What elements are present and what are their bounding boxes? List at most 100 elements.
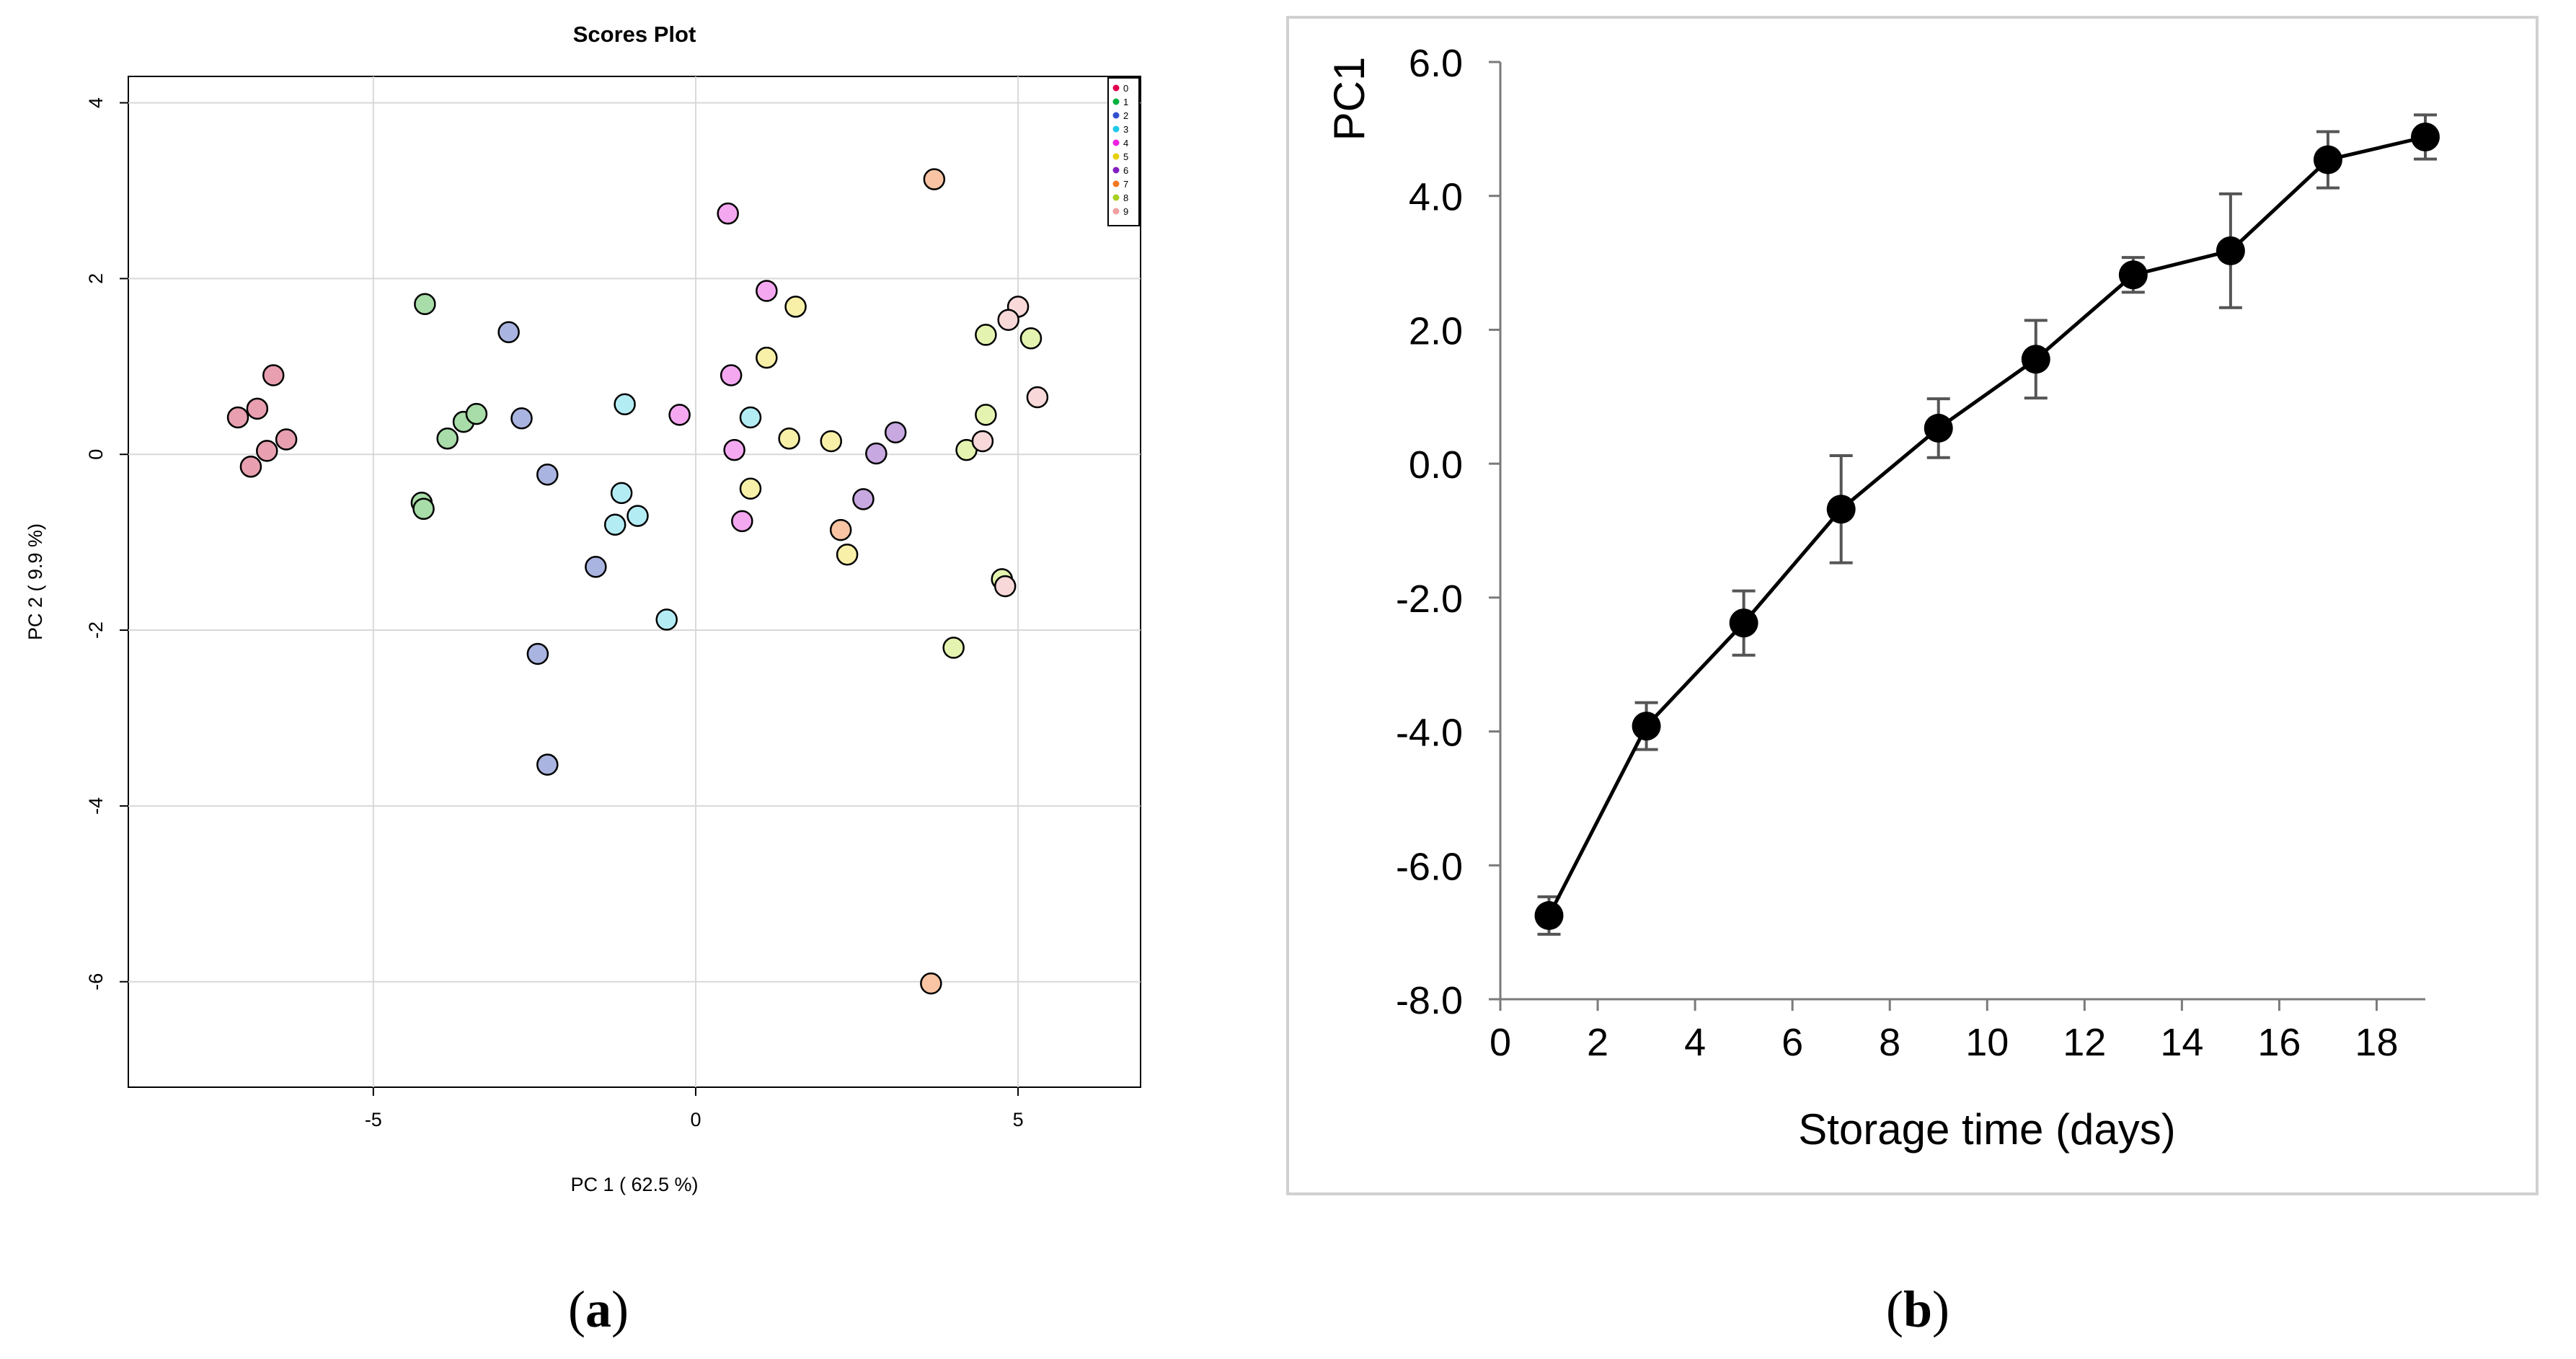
panel-b-data-point	[1534, 900, 1564, 930]
panel-a-point-group-6	[884, 421, 907, 443]
panel-b-y-axis-label: PC1	[1325, 57, 1373, 141]
panel-a-y-tick-label: 2	[85, 273, 107, 284]
panel-a-point-group-6	[865, 442, 888, 465]
panel-b-x-tick-label: 2	[1587, 1021, 1608, 1064]
panel-b-y-tick-label: 0.0	[1409, 443, 1463, 487]
panel-b-y-tick-label: 6.0	[1409, 42, 1463, 85]
panel-b-x-tick-label: 16	[2257, 1021, 2301, 1064]
panel-a-x-axis-label: PC 1 ( 62.5 %)	[570, 1174, 698, 1195]
panel-b-data-point	[2021, 345, 2050, 374]
panel-b-data-point	[1924, 413, 1953, 443]
panel-a-point-group-4	[720, 364, 743, 386]
panel-a-legend-swatch	[1112, 167, 1120, 174]
panel-a-legend-swatch	[1112, 98, 1120, 105]
panel-a-grid	[128, 76, 1141, 1087]
panel-b-y-tick-label: -2.0	[1396, 577, 1463, 621]
panel-a-ticks: -5 0 5 -6 -4 -2 0 2 4	[85, 97, 1024, 1130]
panel-a-scores-plot: -5 0 5 -6 -4 -2 0 2 4 Scores Plot PC 1 ( 62.5 %)…	[25, 22, 1141, 1195]
panel-a-legend-label: 1	[1123, 97, 1128, 107]
panel-b-data-point	[1632, 712, 1661, 741]
panel-a-point-group-9	[997, 309, 1019, 331]
panel-b-x-tick-label: 6	[1781, 1021, 1803, 1064]
panel-b-label-letter: b	[1903, 1280, 1932, 1338]
panel-a-legend-label: 4	[1123, 138, 1128, 149]
panel-a-legend: 0 1 2 3 4 5 6 7 8 9	[1107, 77, 1140, 226]
panel-b-x-tick-label: 14	[2160, 1021, 2203, 1064]
panel-a-point-group-4	[731, 510, 753, 533]
panel-a-legend-swatch	[1112, 112, 1120, 119]
panel-a-point-group-3	[655, 608, 678, 631]
panel-a-point-group-7	[923, 168, 946, 190]
panel-a-point-group-0	[256, 440, 278, 462]
panel-a-legend-swatch	[1112, 153, 1120, 160]
panel-b-x-axis-label: Storage time (days)	[1798, 1105, 2176, 1154]
panel-a-point-group-7	[920, 972, 942, 995]
panel-a-y-tick-label: -2	[85, 621, 107, 639]
panel-a-point-group-1	[414, 293, 436, 316]
panel-a-label-letter: a	[585, 1280, 611, 1338]
panel-a-x-tick-label: 5	[1013, 1109, 1024, 1130]
panel-a-point-group-9	[971, 430, 994, 453]
panel-a-label-open-paren: (	[568, 1280, 585, 1338]
panel-a-point-group-3	[739, 406, 762, 429]
panel-b-y-tick-label: -6.0	[1396, 845, 1463, 888]
panel-a-plot-frame	[128, 76, 1141, 1088]
panel-a-legend-label: 7	[1123, 179, 1128, 190]
panel-a-point-group-3	[610, 482, 633, 505]
panel-b-y-tick-label: 2.0	[1409, 309, 1463, 353]
panel-a-point-group-8	[975, 404, 997, 426]
panel-b-x-tick-label: 18	[2355, 1021, 2398, 1064]
panel-a-point-group-8	[975, 324, 997, 346]
panel-a-point-group-1	[412, 497, 435, 521]
panel-a-point-group-0	[262, 364, 285, 386]
panel-b-x-tick-label: 12	[2063, 1021, 2106, 1064]
panel-a-point-group-5	[756, 346, 778, 369]
panel-a-point-group-0	[226, 406, 249, 429]
panel-b-data-point	[2411, 123, 2440, 151]
panel-b-y-tick-label: -4.0	[1396, 712, 1463, 755]
panel-a-point-group-4	[668, 404, 691, 426]
panel-a-point-group-4	[723, 438, 745, 461]
panel-a-legend-label: 3	[1123, 124, 1128, 135]
panel-a-point-group-2	[536, 464, 559, 486]
panel-a-legend-swatch	[1112, 84, 1120, 92]
panel-a-legend-label: 8	[1123, 192, 1128, 203]
panel-a-point-group-0	[275, 428, 298, 451]
panel-a-y-tick-label: -4	[85, 797, 107, 815]
panel-b-x-tick-label: 10	[1965, 1021, 2009, 1064]
panel-a-point-group-2	[497, 321, 520, 344]
panel-a-x-tick-label: 0	[690, 1109, 701, 1130]
panel-a-legend-label: 9	[1123, 206, 1128, 217]
panel-a-point-group-6	[852, 488, 875, 510]
panel-a-legend-label: 6	[1123, 165, 1128, 176]
panel-a-y-tick-label: -6	[85, 973, 107, 991]
panel-a-point-group-8	[942, 637, 965, 659]
panel-b-y-tick-label: 4.0	[1409, 176, 1463, 219]
panel-a-point-group-2	[526, 642, 549, 665]
panel-a-legend-swatch	[1112, 125, 1120, 133]
panel-a-point-group-0	[246, 397, 269, 420]
panel-b-series	[1534, 113, 2440, 936]
panel-a-y-tick-label: 0	[85, 449, 107, 460]
panel-a-title: Scores Plot	[573, 22, 696, 47]
panel-a-legend-label: 5	[1123, 151, 1128, 162]
panel-a-point-group-3	[603, 513, 627, 536]
panel-a-point-group-3	[614, 393, 636, 415]
panel-a-legend-swatch	[1112, 139, 1120, 146]
panel-b-axes: -8.0 -6.0 -4.0 -2.0 0.0 2.0 4.0 6.0 0 2 4 6 8 10 12 14 1…	[1396, 42, 2425, 1064]
panel-a-y-axis-label: PC 2 ( 9.9 %)	[25, 523, 46, 640]
panel-a-point-group-8	[1019, 327, 1043, 350]
panel-a-label: (a)	[568, 1280, 629, 1338]
panel-a-label-close-paren: )	[611, 1280, 629, 1338]
panel-b-x-tick-label: 0	[1490, 1021, 1511, 1064]
panel-a-legend-swatch	[1112, 180, 1120, 187]
panel-a-legend-swatch	[1112, 194, 1120, 201]
panel-a-point-group-9	[993, 575, 1017, 598]
panel-b-data-point	[2216, 236, 2245, 265]
panel-b-data-point	[2313, 145, 2342, 174]
panel-a-y-tick-label: 4	[85, 97, 107, 108]
panel-a-point-group-5	[739, 477, 762, 500]
panel-b-label-open-paren: (	[1886, 1280, 1903, 1338]
panel-a-point-group-0	[239, 456, 262, 478]
